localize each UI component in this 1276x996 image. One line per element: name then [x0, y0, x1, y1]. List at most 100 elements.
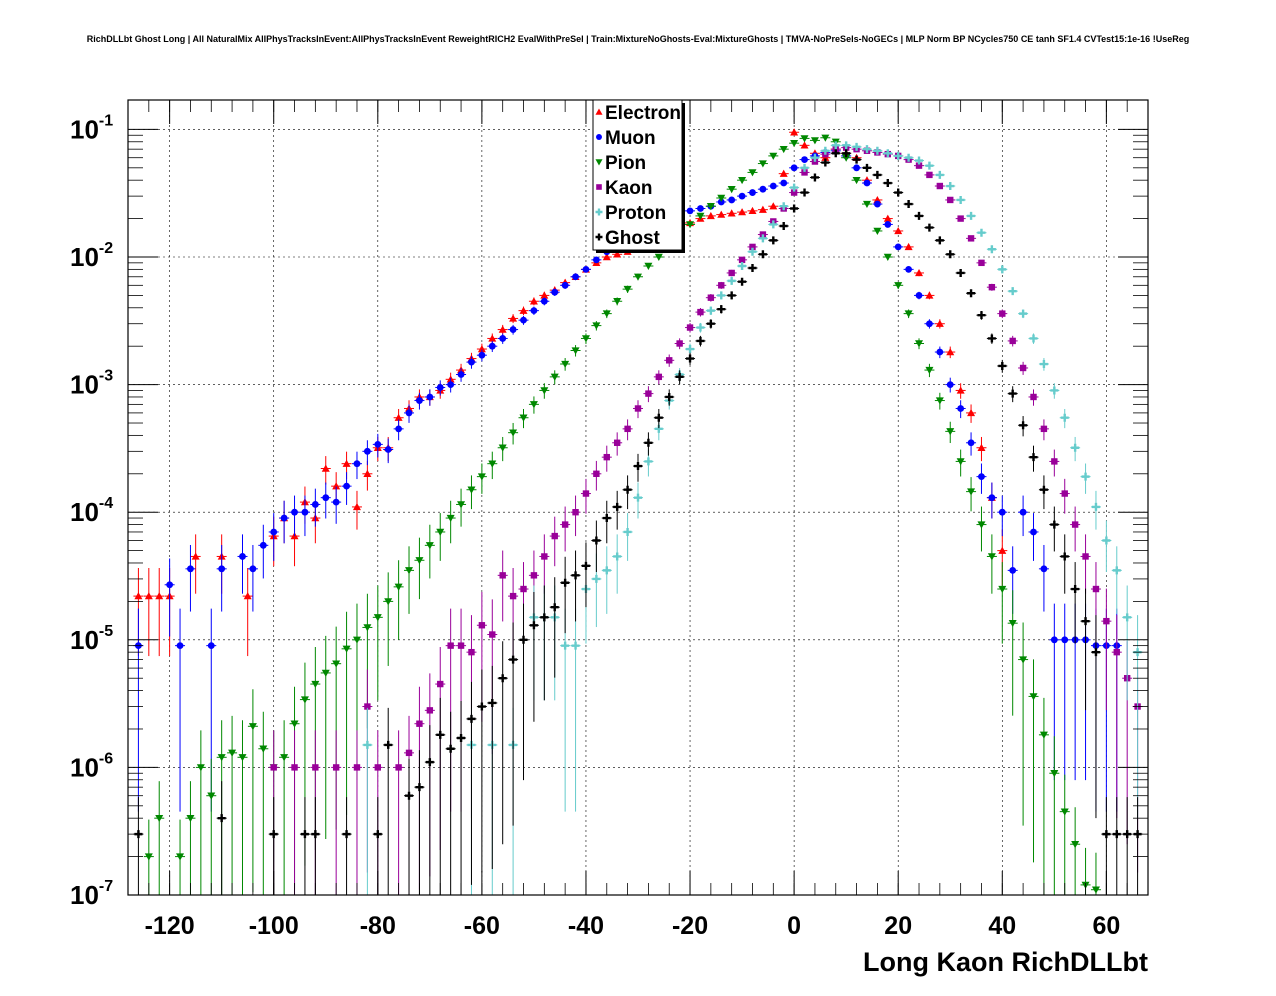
data-point [894, 188, 903, 197]
data-point [1071, 443, 1080, 452]
data-point [426, 393, 434, 401]
legend-label-kaon: Kaon [605, 178, 653, 199]
x-tick-label: 20 [884, 912, 912, 940]
data-point [520, 585, 527, 593]
data-point [1039, 485, 1048, 494]
data-point [915, 162, 923, 169]
data-point [801, 169, 808, 176]
data-point [1102, 536, 1111, 545]
data-point [686, 207, 694, 215]
data-point [706, 319, 715, 328]
data-point [447, 642, 454, 649]
data-point [530, 307, 538, 315]
data-point [447, 381, 455, 389]
data-point [529, 401, 538, 409]
x-tick-label: 0 [787, 912, 801, 940]
data-point [862, 145, 871, 154]
data-point [935, 236, 944, 245]
data-point [634, 462, 642, 471]
data-point [280, 754, 289, 762]
data-point [748, 264, 757, 273]
data-point [468, 648, 475, 656]
data-point [613, 502, 622, 511]
data-point [936, 348, 944, 356]
data-point [706, 211, 715, 220]
data-point [384, 598, 393, 606]
data-point [1029, 453, 1038, 462]
data-point [311, 830, 320, 839]
data-point [1050, 520, 1059, 529]
data-point [581, 561, 590, 570]
data-point [977, 521, 986, 529]
data-point [468, 358, 475, 366]
data-point [477, 473, 486, 481]
data-point [1039, 731, 1048, 739]
data-point [884, 221, 892, 228]
data-point [727, 276, 736, 285]
data-point [280, 514, 288, 522]
data-point [405, 749, 413, 757]
data-point [978, 259, 985, 267]
data-point [363, 447, 371, 455]
data-point [644, 262, 653, 271]
series-ghost [133, 149, 1143, 895]
data-point [446, 514, 455, 523]
data-point [717, 194, 726, 203]
data-point [842, 141, 851, 150]
data-point [498, 325, 507, 333]
data-point [582, 265, 590, 273]
data-point [999, 310, 1006, 317]
data-point [228, 749, 237, 757]
data-point [1071, 841, 1080, 849]
data-point [595, 108, 603, 115]
data-point [842, 154, 851, 162]
data-point [561, 521, 569, 528]
data-point [1039, 360, 1048, 369]
data-point [862, 200, 871, 209]
data-point [300, 696, 309, 704]
data-point [728, 269, 735, 277]
legend-label-proton: Proton [605, 203, 666, 224]
data-point [509, 429, 518, 437]
data-point [675, 372, 684, 381]
data-point [645, 390, 652, 397]
data-point [862, 163, 871, 172]
data-point [957, 215, 964, 222]
data-point [498, 674, 507, 683]
data-point [176, 853, 185, 861]
data-point [925, 291, 934, 299]
data-point [259, 541, 267, 549]
data-point [915, 292, 923, 299]
data-point [457, 642, 465, 649]
y-tick-label: 10-6 [70, 750, 113, 782]
data-point [166, 581, 174, 589]
data-point [259, 745, 268, 753]
data-point [186, 814, 195, 823]
data-point [717, 305, 726, 314]
data-point [883, 214, 892, 222]
data-point [1029, 334, 1038, 343]
data-point [810, 173, 819, 182]
data-point [915, 156, 924, 165]
data-point [488, 698, 497, 707]
data-point [748, 206, 757, 215]
x-tick-label: -100 [249, 912, 299, 940]
data-point [374, 764, 381, 771]
x-tick-label: -60 [464, 912, 500, 940]
data-point [894, 243, 902, 251]
data-point [790, 128, 799, 136]
data-point [457, 733, 466, 742]
y-tick-labels: 10-1 10-2 10-3 10-4 10-5 10-6 10-7 [70, 112, 113, 910]
data-point [561, 281, 569, 289]
data-point [269, 830, 278, 839]
data-point [987, 553, 996, 561]
data-point [384, 740, 393, 749]
data-point [592, 256, 600, 264]
data-point [1102, 830, 1111, 839]
data-point [915, 340, 924, 348]
data-point [686, 345, 695, 354]
data-point [873, 227, 882, 235]
data-point [1061, 636, 1069, 644]
data-point [353, 460, 361, 468]
data-point [894, 226, 903, 235]
